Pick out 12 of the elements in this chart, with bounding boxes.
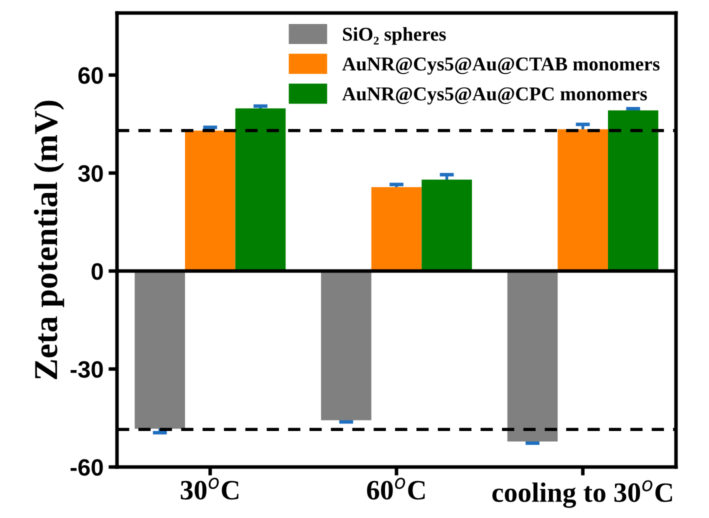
y-tick-label: -60	[70, 459, 103, 476]
y-tick-label: 0	[92, 263, 103, 280]
y-tick-label: 30	[78, 165, 103, 182]
y-tick-label: 60	[78, 67, 103, 84]
x-tick-label: cooling to 30$^{o}$C	[492, 480, 672, 508]
y-tick-label: -30	[70, 361, 103, 378]
legend-label: AuNR@Cys5@Au@CTAB monomers	[342, 57, 660, 75]
x-tick-label: 60$^{o}$C	[367, 478, 425, 500]
legend-label: AuNR@Cys5@Au@CPC monomers	[342, 87, 647, 104]
x-tick-label: 30$^{o}$C	[180, 478, 238, 500]
legend-label: SiO₂ spheres	[343, 27, 446, 45]
y-axis-title: Zeta potential (mV)	[34, 100, 64, 380]
